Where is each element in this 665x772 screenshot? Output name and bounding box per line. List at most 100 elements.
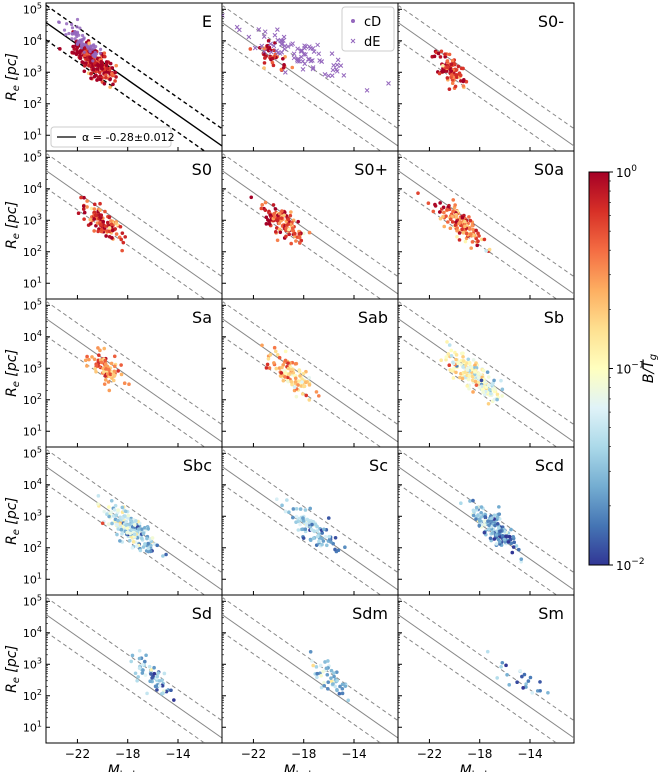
data-point [497, 512, 502, 516]
data-point [266, 218, 270, 222]
fit-upper-line [398, 448, 574, 574]
data-point [95, 67, 99, 71]
data-point [326, 687, 330, 691]
data-point [469, 246, 473, 250]
cd-point [84, 43, 88, 47]
y-tick-label: 105 [23, 149, 42, 164]
data-point [300, 392, 305, 396]
data-point [143, 673, 148, 677]
data-point [494, 533, 499, 537]
de-marker [268, 41, 273, 47]
data-point [450, 73, 454, 77]
data-point [111, 514, 116, 518]
ticks [398, 452, 531, 595]
fit-upper-line [398, 4, 574, 130]
x-tick-label: −22 [417, 747, 442, 761]
x-tick-label: −14 [341, 747, 366, 761]
data-point [152, 665, 156, 670]
de-marker [295, 46, 300, 52]
data-point [297, 232, 302, 236]
data-point [131, 540, 136, 544]
data-point [283, 375, 287, 379]
data-point [155, 543, 160, 548]
data-point [492, 537, 497, 541]
data-point [308, 649, 313, 654]
data-point [322, 680, 326, 685]
data-point [308, 538, 313, 543]
cd-point [79, 44, 84, 48]
data-point [105, 66, 110, 71]
data-point [141, 545, 146, 549]
data-point [467, 373, 472, 378]
data-point [82, 217, 86, 221]
data-point [475, 243, 480, 248]
data-point [524, 685, 528, 689]
data-point [108, 61, 113, 66]
de-marker [326, 73, 331, 79]
data-point [280, 209, 284, 213]
data-point [296, 219, 301, 224]
data-point [126, 513, 131, 518]
data-point [314, 665, 319, 669]
de-marker [341, 73, 347, 78]
data-point [157, 684, 162, 688]
data-point [109, 510, 114, 515]
de-marker [252, 45, 258, 51]
data-point [270, 56, 275, 61]
data-point [294, 514, 299, 519]
data-point [331, 682, 335, 686]
fit-upper-line [222, 4, 398, 130]
data-point [280, 503, 284, 508]
data-point [121, 240, 126, 245]
data-point [507, 534, 512, 539]
data-point [139, 536, 144, 541]
data-point [279, 371, 284, 375]
data-point [155, 674, 160, 679]
data-point [521, 686, 525, 690]
data-point [162, 671, 167, 676]
data-point [510, 550, 515, 555]
cd-point [92, 52, 96, 57]
data-point [481, 390, 485, 394]
data-point [497, 539, 502, 544]
data-point [304, 393, 309, 398]
data-point [249, 195, 254, 200]
data-point [123, 235, 128, 239]
panel: S0+ [221, 150, 399, 300]
data-point [456, 360, 461, 365]
data-point [87, 357, 91, 362]
data-point [104, 73, 108, 77]
data-point [304, 369, 308, 374]
data-point [432, 54, 437, 59]
data-point [308, 506, 313, 511]
data-point [93, 366, 97, 371]
data-point [99, 59, 103, 64]
data-point [311, 663, 315, 668]
data-point [287, 510, 291, 515]
data-point [449, 69, 454, 73]
data-point [448, 226, 453, 231]
data-point [433, 202, 437, 207]
data-point [149, 672, 153, 676]
panel: Sc [221, 446, 399, 596]
data-point [102, 51, 107, 56]
data-point [99, 227, 104, 232]
data-point [450, 58, 455, 63]
de-marker [322, 72, 328, 77]
y-tick-label: 101 [23, 719, 42, 734]
data-point [479, 378, 484, 383]
data-point [293, 231, 297, 236]
data-point [78, 51, 82, 55]
fit-line [46, 614, 222, 739]
data-point [296, 383, 300, 387]
data-point [477, 523, 482, 528]
data-point [441, 205, 446, 210]
panel-label: Sab [358, 308, 388, 327]
data-point [442, 69, 446, 74]
y-tick-label: 102 [23, 244, 42, 259]
ticks [46, 304, 179, 447]
data-point [81, 204, 86, 208]
data-point [459, 351, 464, 356]
data-point [293, 379, 298, 384]
data-point [451, 198, 456, 202]
